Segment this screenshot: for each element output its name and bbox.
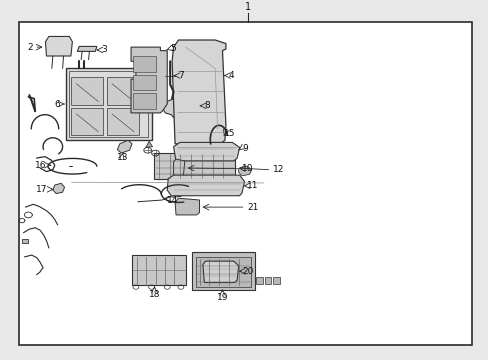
Polygon shape bbox=[162, 94, 200, 121]
Text: 8: 8 bbox=[204, 101, 210, 110]
Polygon shape bbox=[238, 166, 251, 176]
Polygon shape bbox=[21, 239, 28, 243]
Bar bbox=[71, 108, 103, 135]
Bar bbox=[133, 57, 156, 72]
Polygon shape bbox=[172, 40, 225, 144]
Text: 7: 7 bbox=[178, 71, 184, 80]
Polygon shape bbox=[117, 140, 132, 153]
Text: 14: 14 bbox=[167, 196, 178, 205]
Bar bbox=[71, 77, 103, 105]
Bar bbox=[154, 153, 234, 179]
Text: 4: 4 bbox=[228, 71, 234, 80]
Bar bbox=[191, 252, 255, 289]
Bar bbox=[107, 108, 139, 135]
Text: 20: 20 bbox=[242, 267, 253, 276]
Text: 10: 10 bbox=[242, 164, 253, 173]
Text: 6: 6 bbox=[54, 99, 60, 108]
Polygon shape bbox=[167, 175, 244, 196]
Text: 3: 3 bbox=[102, 45, 107, 54]
Bar bbox=[255, 277, 262, 284]
Polygon shape bbox=[77, 46, 97, 51]
Polygon shape bbox=[131, 47, 167, 113]
Polygon shape bbox=[203, 261, 238, 283]
Bar bbox=[132, 255, 185, 285]
Bar bbox=[133, 75, 156, 90]
Bar bbox=[66, 68, 151, 140]
Bar bbox=[272, 277, 279, 284]
Text: 16: 16 bbox=[35, 161, 47, 170]
Text: 21: 21 bbox=[246, 203, 258, 212]
Text: 13: 13 bbox=[117, 153, 129, 162]
Text: 12: 12 bbox=[272, 165, 284, 174]
Text: 17: 17 bbox=[36, 185, 48, 194]
Text: 2: 2 bbox=[27, 42, 33, 51]
Text: 5: 5 bbox=[170, 44, 176, 53]
Bar bbox=[133, 93, 156, 109]
Text: 15: 15 bbox=[224, 129, 235, 138]
Text: 1: 1 bbox=[245, 1, 251, 12]
Bar bbox=[210, 145, 228, 152]
Bar bbox=[69, 71, 148, 137]
Bar bbox=[107, 77, 139, 105]
Polygon shape bbox=[173, 159, 184, 176]
Polygon shape bbox=[175, 198, 199, 215]
Text: 18: 18 bbox=[148, 290, 160, 299]
Polygon shape bbox=[45, 36, 72, 56]
Text: 19: 19 bbox=[216, 293, 228, 302]
Text: 9: 9 bbox=[242, 144, 247, 153]
Polygon shape bbox=[53, 183, 64, 194]
Text: 11: 11 bbox=[246, 181, 258, 190]
Polygon shape bbox=[173, 143, 239, 161]
Bar bbox=[195, 257, 251, 287]
Polygon shape bbox=[145, 141, 152, 147]
Bar bbox=[264, 277, 271, 284]
